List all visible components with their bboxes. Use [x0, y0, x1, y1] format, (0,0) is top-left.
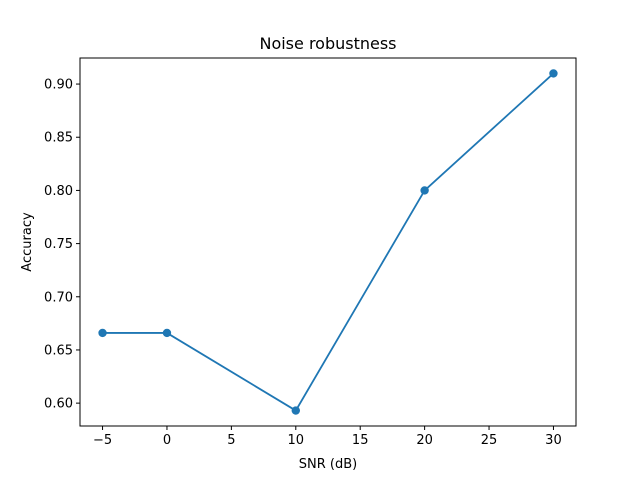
x-tick-label: 15	[352, 433, 369, 448]
y-tick-label: 0.65	[44, 343, 73, 358]
data-point	[98, 328, 107, 338]
x-tick-label: 25	[481, 433, 498, 448]
data-point	[549, 69, 558, 78]
y-axis-label: Accuracy	[20, 212, 35, 272]
y-tick-label: 0.90	[44, 78, 73, 93]
x-tick-label: 0	[163, 433, 171, 448]
chart-title: Noise robustness	[259, 34, 396, 53]
x-tick-label: 20	[416, 433, 433, 448]
x-tick-label: −5	[93, 433, 112, 448]
y-tick-label: 0.70	[44, 290, 73, 305]
x-tick-label: 5	[227, 433, 235, 448]
x-axis-ticks: −5 0 5 10 15 20 25 30	[93, 426, 562, 448]
data-point	[162, 328, 172, 338]
data-point	[420, 186, 429, 195]
y-tick-label: 0.75	[44, 237, 73, 252]
y-tick-label: 0.60	[44, 397, 73, 412]
x-tick-label: 10	[288, 433, 305, 448]
axes-frame	[79, 57, 577, 427]
x-axis-label: SNR (dB)	[299, 457, 357, 472]
data-point	[291, 406, 300, 415]
series-layer	[98, 69, 558, 415]
y-axis-ticks: 0.60 0.65 0.70 0.75 0.80 0.85 0.90	[44, 78, 80, 412]
y-tick-label: 0.85	[44, 131, 73, 146]
y-tick-label: 0.80	[44, 184, 73, 199]
x-tick-label: 30	[545, 433, 562, 448]
